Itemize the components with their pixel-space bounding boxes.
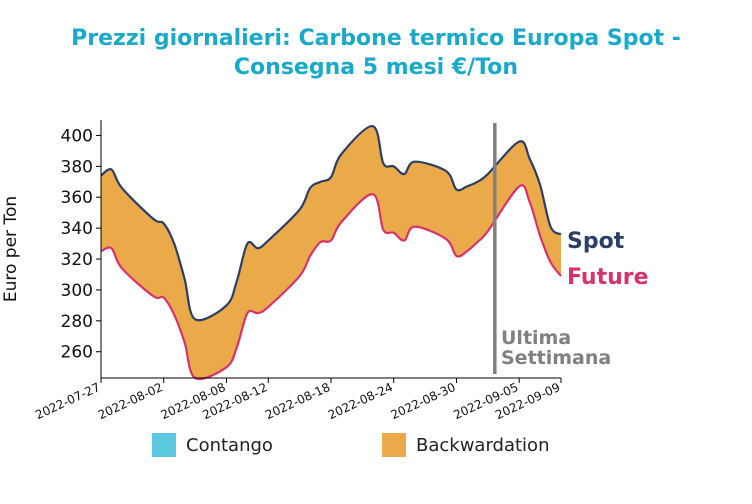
x-tick-label: 2022-08-02 xyxy=(96,380,165,422)
y-tick-label: 340 xyxy=(61,219,93,239)
spot-series-label: Spot xyxy=(567,229,625,254)
chart-title-line-2: Consegna 5 mesi €/Ton xyxy=(233,55,519,80)
y-tick-label: 260 xyxy=(61,343,93,363)
backwardation-area xyxy=(101,126,561,379)
chart-title: Prezzi giornalieri: Carbone termico Euro… xyxy=(0,24,752,82)
spot-line xyxy=(100,125,562,322)
legend-contango: Contango xyxy=(152,433,273,457)
legend-contango-swatch xyxy=(152,433,176,457)
annotation-line-2: Settimana xyxy=(501,347,611,369)
y-tick-label: 320 xyxy=(61,250,93,270)
legend-contango-label: Contango xyxy=(186,434,273,456)
annotation-line-1: Ultima xyxy=(501,327,571,349)
future-series-label: Future xyxy=(567,265,649,290)
x-tick-label: 2022-08-30 xyxy=(389,380,458,422)
y-tick-label: 360 xyxy=(61,188,93,208)
y-tick-label: 300 xyxy=(61,281,93,301)
chart-title-line-1: Prezzi giornalieri: Carbone termico Euro… xyxy=(71,26,681,51)
y-tick-label: 280 xyxy=(61,312,93,332)
y-tick-label: 400 xyxy=(61,126,93,146)
x-tick-label: 2022-07-27 xyxy=(33,380,102,422)
x-tick-label: 2022-08-24 xyxy=(326,380,395,422)
legend-backwardation-label: Backwardation xyxy=(416,434,550,456)
x-tick-label: 2022-08-18 xyxy=(263,380,332,422)
y-axis-label: Euro per Ton xyxy=(1,196,21,302)
legend-backwardation: Backwardation xyxy=(382,433,549,457)
future-line xyxy=(100,184,562,381)
legend-backwardation-swatch xyxy=(382,433,406,457)
y-tick-label: 380 xyxy=(61,157,93,177)
